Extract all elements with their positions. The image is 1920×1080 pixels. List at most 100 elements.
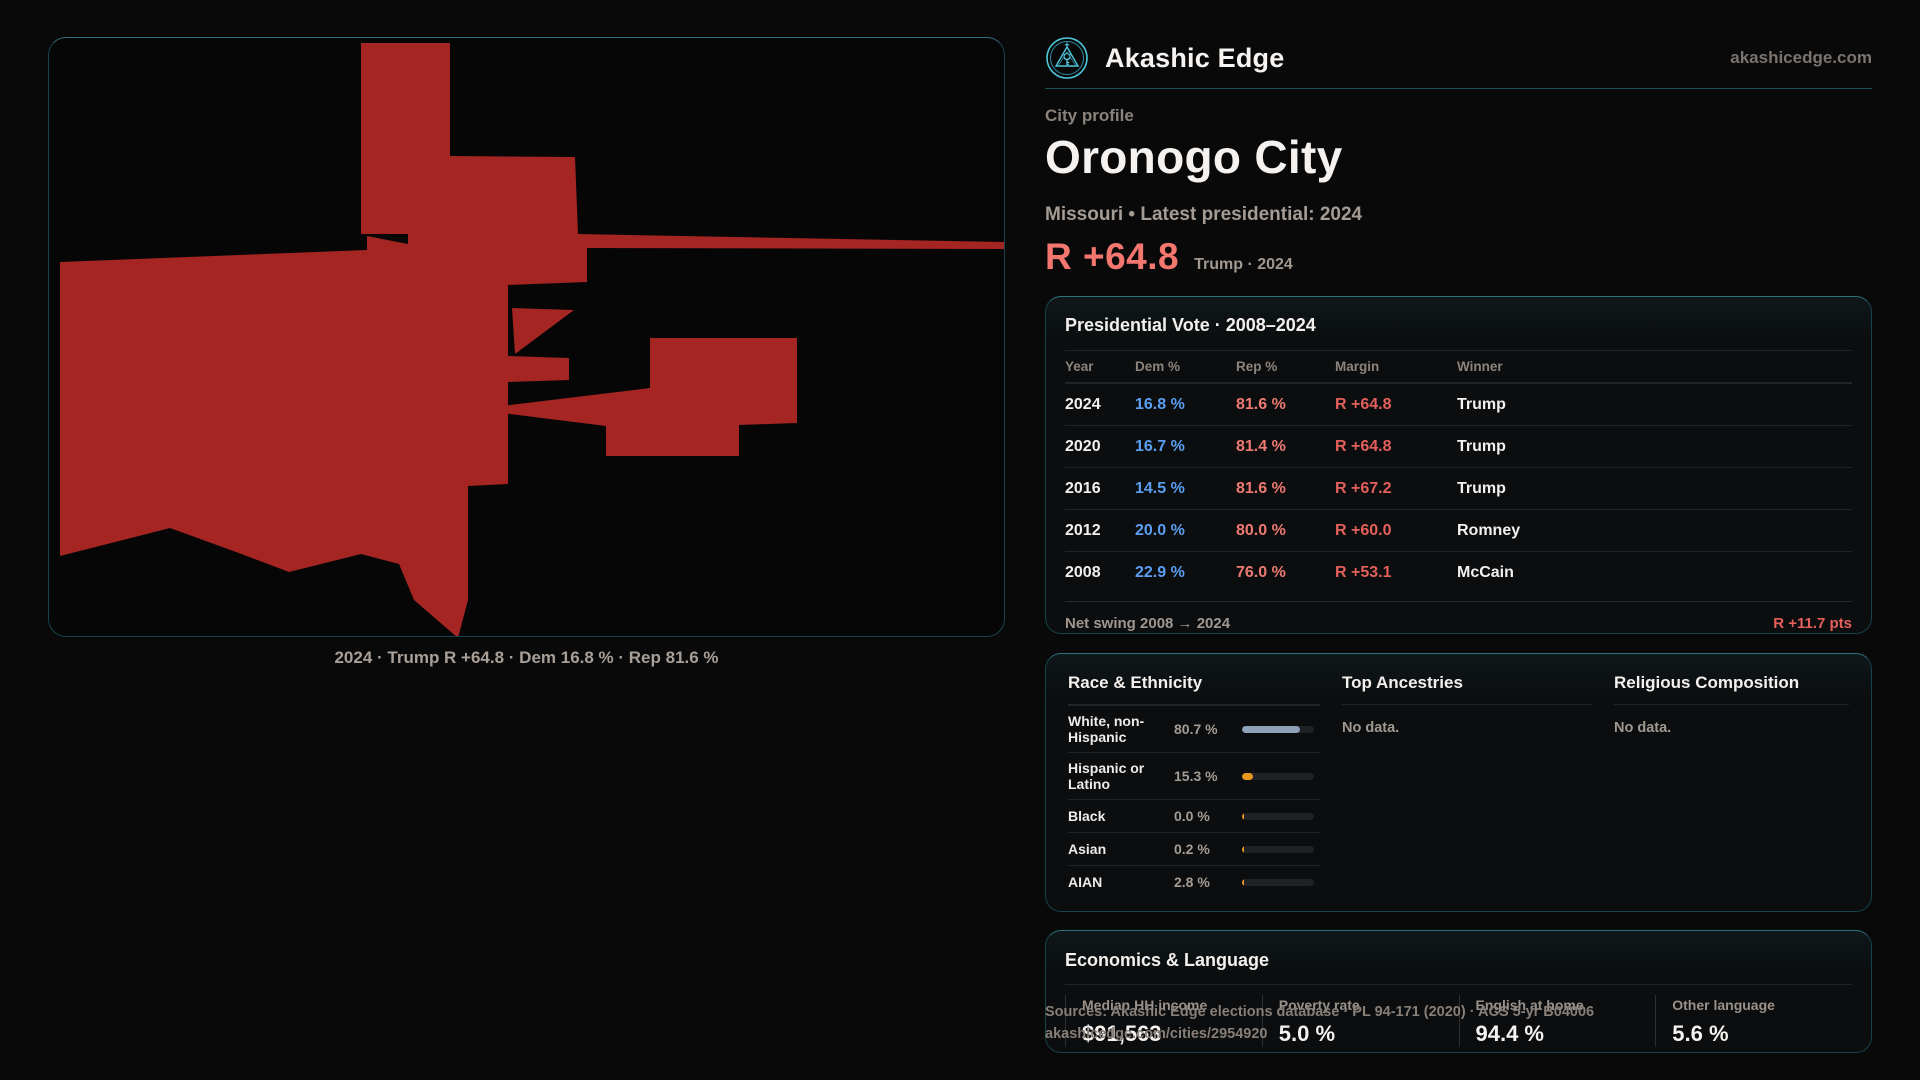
page-subtitle: Missouri • Latest presidential: 2024	[1045, 204, 1363, 225]
cell-year: 2020	[1065, 437, 1101, 455]
cell-margin: R +64.8	[1335, 395, 1392, 413]
cell-winner: McCain	[1457, 563, 1514, 581]
race-row: Asian 0.2 %	[1068, 832, 1320, 865]
race-row: AIAN 2.8 %	[1068, 865, 1320, 898]
race-row: Black 0.0 %	[1068, 799, 1320, 832]
religion-empty-state: No data.	[1614, 720, 1672, 736]
table-row: 2016 14.5 % 81.6 % R +67.2 Trump	[1065, 467, 1852, 509]
race-bar-fill	[1242, 812, 1244, 820]
sources-line: Sources: Akashic Edge elections database…	[1045, 1004, 1595, 1020]
col-winner: Winner	[1457, 359, 1503, 374]
divider	[1068, 704, 1320, 705]
page-title: Oronogo City	[1045, 131, 1343, 183]
col-rep: Rep %	[1236, 359, 1278, 374]
cell-winner: Trump	[1457, 437, 1506, 455]
cell-rep: 80.0 %	[1236, 521, 1286, 539]
race-bar-track	[1242, 812, 1314, 820]
cell-year: 2012	[1065, 521, 1101, 539]
race-bar-track	[1242, 845, 1314, 853]
cell-margin: R +67.2	[1335, 479, 1392, 497]
table-row: 2008 22.9 % 76.0 % R +53.1 McCain	[1065, 551, 1852, 593]
stat-median-income: Median HH income $91,563	[1065, 995, 1262, 1047]
stat-label: Median HH income	[1082, 997, 1208, 1013]
cell-margin: R +53.1	[1335, 563, 1392, 581]
cell-year: 2024	[1065, 395, 1101, 413]
religion-section-title: Religious Composition	[1614, 673, 1800, 692]
net-swing-row: Net swing 2008 → 2024 R +11.7 pts	[1065, 601, 1852, 644]
page-eyebrow: City profile	[1045, 106, 1134, 125]
stat-value: 5.0 %	[1278, 1021, 1336, 1046]
stat-poverty-rate: Poverty rate 5.0 %	[1261, 995, 1459, 1047]
economics-title: Economics & Language	[1065, 950, 1270, 970]
table-row: 2024 16.8 % 81.6 % R +64.8 Trump	[1065, 383, 1852, 425]
divider	[1065, 984, 1852, 985]
race-bar-track	[1242, 878, 1314, 886]
stat-english-at-home: English at home 94.4 %	[1458, 995, 1656, 1047]
race-ethnicity-section: Race & Ethnicity White, non-Hispanic 80.…	[1068, 673, 1320, 898]
net-swing-value: R +11.7 pts	[1773, 614, 1852, 632]
race-label: Asian	[1068, 841, 1107, 858]
race-value: 2.8 %	[1174, 874, 1210, 891]
cell-dem: 20.0 %	[1135, 521, 1185, 539]
table-row: 2020 16.7 % 81.4 % R +64.8 Trump	[1065, 425, 1852, 467]
religious-composition-section: Religious Composition No data.	[1614, 673, 1849, 898]
cell-margin: R +64.8	[1335, 437, 1392, 455]
race-row: Hispanic or Latino 15.3 %	[1068, 752, 1320, 799]
col-margin: Margin	[1335, 359, 1380, 374]
header-divider	[1045, 88, 1872, 89]
sources-footer: Sources: Akashic Edge elections database…	[1045, 1001, 1594, 1045]
cell-rep: 81.6 %	[1236, 479, 1286, 497]
cell-rep: 76.0 %	[1236, 563, 1286, 581]
ancestries-section-title: Top Ancestries	[1342, 673, 1463, 692]
cell-winner: Trump	[1457, 395, 1506, 413]
stat-label: Poverty rate	[1278, 997, 1360, 1013]
table-row: 2012 20.0 % 80.0 % R +60.0 Romney	[1065, 509, 1852, 551]
race-bar-fill	[1242, 878, 1245, 886]
profile-column: Akashic Edge akashicedge.com City profil…	[1045, 0, 1872, 1080]
app-header: Akashic Edge akashicedge.com	[1045, 33, 1872, 83]
race-value: 15.3 %	[1174, 768, 1218, 785]
economics-panel: Economics & Language Median HH income $9…	[1045, 930, 1872, 1053]
race-bar-track	[1242, 772, 1314, 780]
divider	[1614, 704, 1849, 705]
race-label: Hispanic or Latino	[1068, 760, 1145, 793]
net-swing-label: Net swing 2008 → 2024	[1065, 614, 1231, 632]
margin-context: Trump · 2024	[1194, 256, 1293, 273]
stat-value: $91,563	[1082, 1021, 1162, 1046]
city-permalink[interactable]: akashicedge.com/cities/2954920	[1045, 1026, 1268, 1042]
city-boundary-map	[48, 37, 1005, 637]
stat-value: 5.6 %	[1672, 1021, 1729, 1046]
divider	[1065, 382, 1852, 383]
cell-dem: 16.7 %	[1135, 437, 1185, 455]
cell-dem: 22.9 %	[1135, 563, 1185, 581]
brand-name: Akashic Edge	[1105, 42, 1285, 73]
divider	[1065, 350, 1852, 351]
race-bar-track	[1242, 725, 1314, 733]
race-label: AIAN	[1068, 874, 1103, 891]
margin-value: R +64.8	[1045, 236, 1180, 277]
cell-year: 2016	[1065, 479, 1101, 497]
race-label: Black	[1068, 808, 1106, 825]
stat-other-language: Other language 5.6 %	[1655, 995, 1852, 1047]
race-bar-fill	[1242, 845, 1244, 853]
race-value: 80.7 %	[1174, 721, 1218, 738]
race-label: White, non-Hispanic	[1068, 713, 1145, 746]
cell-year: 2008	[1065, 563, 1101, 581]
city-boundary-shape	[60, 43, 1004, 636]
stat-label: Other language	[1672, 997, 1775, 1013]
demographics-panel: Race & Ethnicity White, non-Hispanic 80.…	[1045, 653, 1872, 912]
cell-dem: 14.5 %	[1135, 479, 1185, 497]
race-section-title: Race & Ethnicity	[1068, 673, 1203, 692]
race-row: White, non-Hispanic 80.7 %	[1068, 705, 1320, 752]
stat-value: 94.4 %	[1475, 1021, 1545, 1046]
race-value: 0.2 %	[1174, 841, 1210, 858]
race-bar-fill	[1242, 772, 1254, 780]
race-bar-fill	[1242, 725, 1301, 733]
cell-winner: Trump	[1457, 479, 1506, 497]
divider	[1342, 704, 1592, 705]
stat-label: English at home	[1475, 997, 1584, 1013]
cell-rep: 81.6 %	[1236, 395, 1286, 413]
site-link[interactable]: akashicedge.com	[1730, 48, 1872, 67]
cell-dem: 16.8 %	[1135, 395, 1185, 413]
ancestries-empty-state: No data.	[1342, 720, 1400, 736]
